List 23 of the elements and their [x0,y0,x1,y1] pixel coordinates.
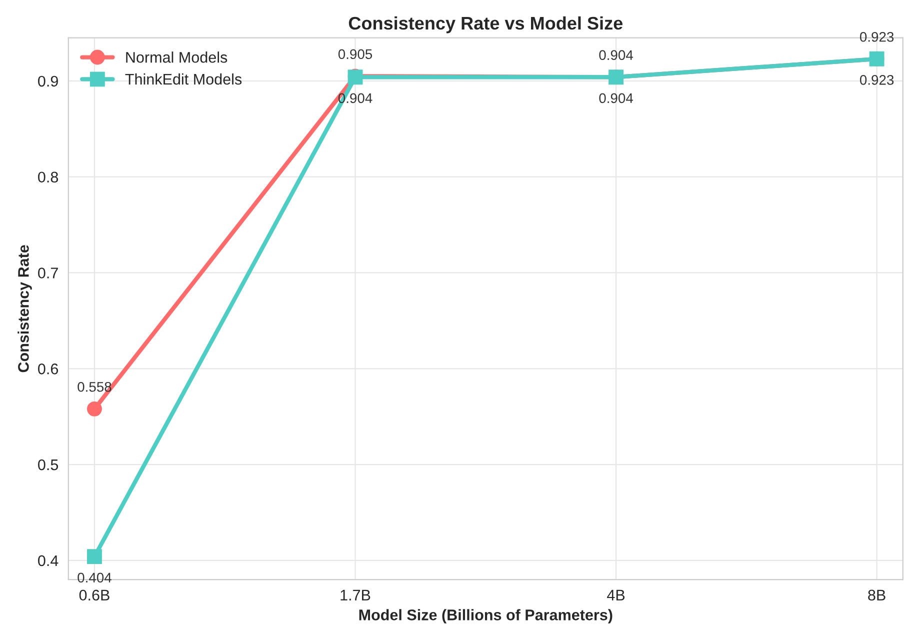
y-tick-label: 0.9 [38,76,58,87]
y-axis-title: Consistency Rate [18,245,32,372]
point [87,549,102,564]
chart-title: Consistency Rate vs Model Size [348,16,622,34]
point [87,401,102,416]
x-tick-label: 1.7B [340,590,370,600]
legend-label: ThinkEdit Models [125,73,242,85]
data-label: 0.404 [78,572,112,583]
legend-label: Normal Models [126,52,228,63]
data-label: 0.905 [338,49,372,60]
x-axis-title: Model Size (Billions of Parameters) [359,609,612,624]
y-tick-label: 0.6 [38,364,58,374]
y-tick-label: 0.4 [38,555,58,566]
y-tick-label: 0.8 [38,172,58,183]
x-tick-label: 0.6B [79,590,110,601]
data-label: 0.923 [860,75,894,85]
x-tick-label: 4B [607,590,625,600]
x-tick-label: 8B [868,590,886,601]
y-tick-label: 0.5 [38,459,58,470]
data-label: 0.904 [599,50,633,60]
data-label: 0.904 [599,93,633,104]
y-tick-label: 0.7 [38,268,58,278]
data-label: 0.923 [860,32,894,42]
